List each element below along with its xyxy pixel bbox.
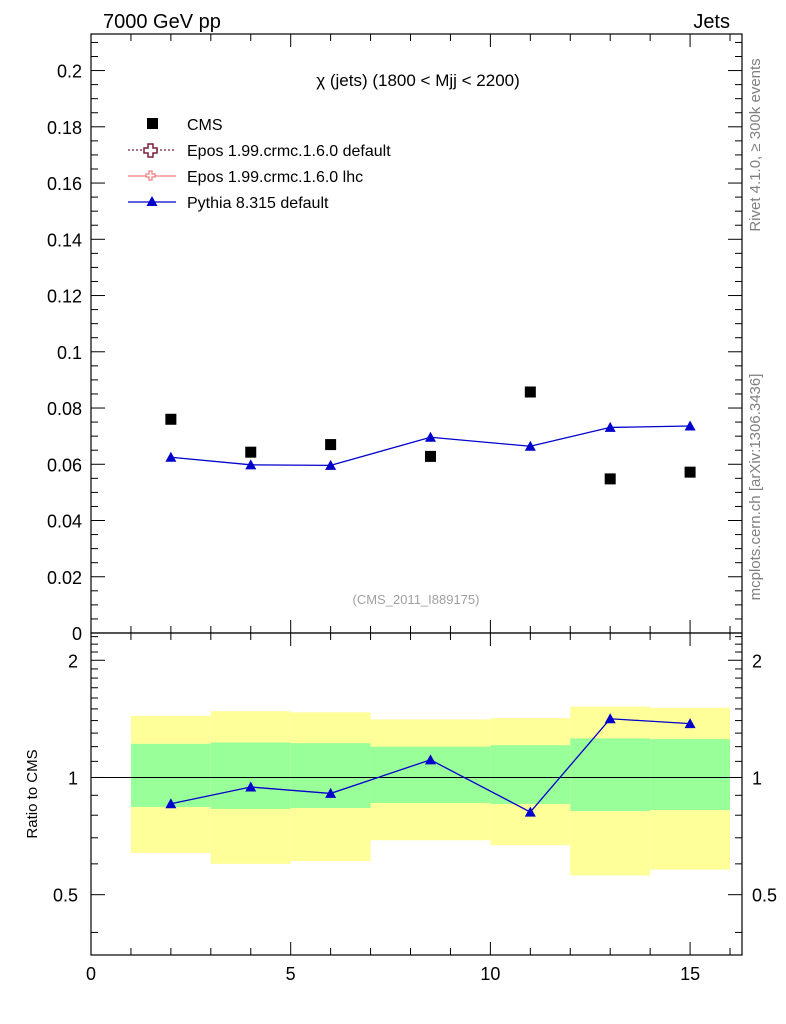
legend-pythia-label: Pythia 8.315 default — [187, 195, 329, 212]
cms-point — [604, 473, 616, 485]
main-ytick-label: 0.2 — [57, 62, 82, 82]
ratio-xtick-label: 10 — [480, 964, 500, 984]
ratio-band-green — [130, 743, 211, 807]
cms-point — [424, 450, 436, 462]
header-left: 7000 GeV pp — [103, 11, 221, 33]
pythia-main-point — [524, 440, 536, 451]
ratio-band-green — [570, 738, 651, 812]
pythia-main-point — [684, 420, 696, 431]
ratio-band-green — [290, 743, 371, 808]
cms-point — [245, 446, 257, 458]
main-ytick-label: 0.06 — [47, 455, 82, 475]
main-ytick-label: 0 — [72, 624, 82, 644]
mcplots-label: mcplots.cern.ch [arXiv:1306.3436] — [747, 374, 764, 601]
ratio-ytick-label: 2 — [68, 651, 78, 671]
ratio-ytick-label-right: 1 — [752, 768, 762, 788]
ratio-ytick-label-right: 0.5 — [752, 886, 777, 906]
ratio-ytick-label: 1 — [68, 768, 78, 788]
main-ytick-label: 0.08 — [47, 399, 82, 419]
legend-entry-epos-lhc: Epos 1.99.crmc.1.6.0 lhc — [128, 169, 363, 186]
ratio-ytick-label: 0.5 — [53, 886, 78, 906]
pythia-main-point — [604, 421, 616, 432]
main-ytick-label: 0.02 — [47, 568, 82, 588]
main-ytick-label: 0.1 — [57, 343, 82, 363]
pythia-main-point — [325, 459, 337, 470]
ratio-band-green — [210, 742, 291, 809]
ratio-band-green — [650, 739, 731, 811]
cms-point — [165, 413, 177, 425]
pythia-ratio-point — [325, 787, 337, 798]
main-ytick-label: 0.04 — [47, 512, 82, 532]
header-right: Jets — [693, 11, 730, 33]
main-ytick-label: 0.14 — [47, 230, 82, 250]
pythia-ratio-point — [165, 798, 177, 809]
ratio-ytick-label-right: 2 — [752, 651, 762, 671]
pythia-ratio-point — [245, 781, 257, 792]
rivet-label: Rivet 4.1.0, ≥ 300k events — [747, 58, 764, 231]
pythia-ratio-point — [524, 806, 536, 817]
pythia-main-point — [245, 459, 257, 470]
legend-pythia-marker — [146, 196, 158, 206]
ratio-xtick-label: 5 — [286, 964, 296, 984]
ratio-ylabel: Ratio to CMS — [24, 749, 41, 838]
legend: CMS Epos 1.99.crmc.1.6.0 default Epos 1.… — [128, 117, 391, 212]
pythia-ratio-point — [604, 713, 616, 724]
pythia-ratio-point — [424, 754, 436, 765]
pythia-main-point — [424, 431, 436, 442]
legend-epos-default-marker — [143, 143, 158, 158]
ratio-band-green — [490, 745, 571, 804]
legend-epos-lhc-marker — [145, 170, 156, 181]
legend-entry-pythia: Pythia 8.315 default — [128, 195, 329, 212]
cms-point — [684, 466, 696, 478]
legend-cms-marker — [147, 118, 158, 129]
main-ytick-label: 0.12 — [47, 287, 82, 307]
main-title: χ (jets) (1800 < Mjj < 2200) — [316, 71, 520, 90]
ratio-axis-ticks: 0.5 0.5 1 1 2 2 0 5 10 15 — [53, 633, 777, 984]
main-axis-ticks: 0 0.02 0.04 0.06 0.08 0.1 0.12 0.14 0.16 0.18 0.2 — [47, 34, 742, 644]
main-ytick-label: 0.16 — [47, 174, 82, 194]
legend-epos-lhc-label: Epos 1.99.crmc.1.6.0 lhc — [187, 169, 363, 186]
watermark: (CMS_2011_I889175) — [353, 592, 480, 607]
main-ytick-label: 0.18 — [47, 118, 82, 138]
cms-point — [524, 386, 536, 398]
legend-entry-epos-default: Epos 1.99.crmc.1.6.0 default — [128, 143, 391, 160]
cms-point — [325, 439, 337, 451]
legend-cms-label: CMS — [187, 117, 223, 134]
ratio-frame — [90, 632, 743, 956]
ratio-uncertainty-bands — [130, 706, 731, 876]
ratio-xtick-label: 15 — [680, 964, 700, 984]
legend-entry-cms: CMS — [147, 117, 223, 134]
ratio-plot-area — [165, 713, 696, 817]
pythia-main-point — [165, 451, 177, 462]
main-plot-area — [165, 386, 696, 485]
pythia-ratio-point — [684, 718, 696, 729]
ratio-xtick-label: 0 — [86, 964, 96, 984]
legend-epos-default-label: Epos 1.99.crmc.1.6.0 default — [187, 143, 391, 160]
